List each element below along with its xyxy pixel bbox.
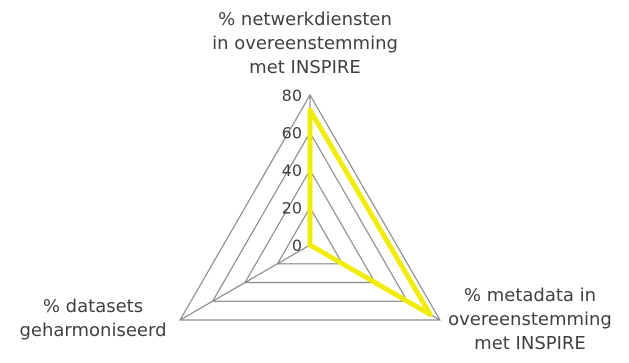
axis-label-metadata: % metadata in overeenstemming met INSPIR… xyxy=(432,284,628,356)
grid-ring xyxy=(276,206,344,265)
tick-label: 80 xyxy=(282,86,302,105)
tick-label: 60 xyxy=(282,124,302,143)
tick-label: 20 xyxy=(282,199,302,218)
axis-label-line: geharmoniseerd xyxy=(19,320,167,341)
grid-ring xyxy=(211,131,409,302)
tick-label: 0 xyxy=(292,236,302,255)
axis-label-netwerkdiensten: % netwerkdiensten in overeenstemming met… xyxy=(160,8,450,80)
tick-label: 40 xyxy=(282,161,302,180)
grid-ring xyxy=(243,168,377,284)
axis-label-line: met INSPIRE xyxy=(474,333,586,354)
axis-label-line: % datasets xyxy=(42,296,144,317)
grid-ring xyxy=(179,93,441,321)
axis-label-line: in overeenstemming xyxy=(212,33,398,54)
axis-label-line: met INSPIRE xyxy=(249,57,361,78)
axis-label-line: overeenstemming xyxy=(448,309,612,330)
axis-label-line: % netwerkdiensten xyxy=(218,9,392,30)
axis-label-datasets: % datasets geharmoniseerd xyxy=(0,295,186,343)
axis-label-line: % metadata in xyxy=(463,285,597,306)
axis-spoke xyxy=(179,244,311,321)
series-line xyxy=(307,107,433,317)
